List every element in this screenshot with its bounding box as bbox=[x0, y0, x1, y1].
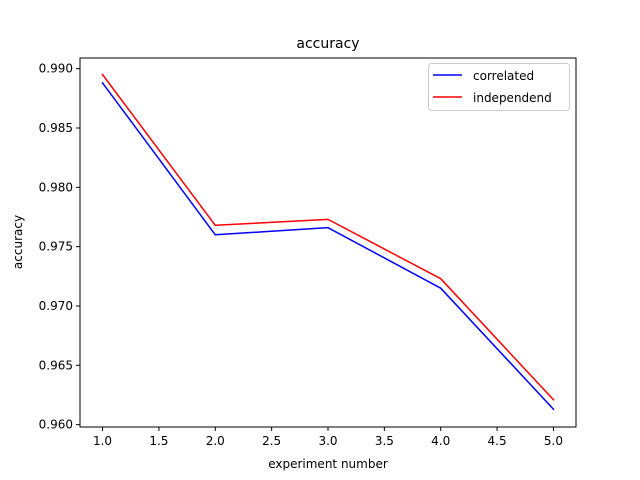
y-tick-label: 0.970 bbox=[39, 299, 73, 313]
y-tick-label: 0.960 bbox=[39, 418, 73, 432]
x-tick-label: 1.5 bbox=[149, 434, 168, 448]
y-axis-label: accuracy bbox=[11, 215, 25, 269]
data-point-independend-1 bbox=[101, 73, 104, 76]
x-tick-label: 5.0 bbox=[544, 434, 563, 448]
data-point-independend-5 bbox=[552, 398, 555, 401]
chart-title: accuracy bbox=[296, 36, 359, 52]
x-tick-label: 2.5 bbox=[262, 434, 281, 448]
x-axis: 1.0 1.5 2.0 2.5 3.0 3.5 4.0 4.5 5.0 bbox=[93, 427, 563, 448]
x-tick-label: 2.0 bbox=[206, 434, 225, 448]
data-point-correlated-5 bbox=[552, 408, 555, 410]
legend-label-independend: independend bbox=[473, 91, 552, 105]
x-tick-label: 3.5 bbox=[375, 434, 394, 448]
x-tick-label: 4.0 bbox=[431, 434, 450, 448]
data-point-correlated-4 bbox=[439, 287, 442, 289]
data-point-independend-3 bbox=[327, 218, 329, 221]
y-tick-label: 0.985 bbox=[39, 121, 73, 135]
data-point-independend-4 bbox=[439, 277, 442, 280]
y-tick-label: 0.990 bbox=[39, 62, 73, 76]
x-tick-label: 4.5 bbox=[488, 434, 507, 448]
data-point-independend-2 bbox=[214, 224, 217, 227]
legend-box bbox=[428, 63, 570, 111]
legend: correlated independend bbox=[428, 63, 570, 111]
legend-label-correlated: correlated bbox=[473, 69, 534, 83]
x-axis-label: experiment number bbox=[268, 457, 388, 471]
y-tick-label: 0.975 bbox=[39, 240, 73, 254]
data-point-correlated-1 bbox=[101, 82, 104, 84]
y-tick-label: 0.980 bbox=[39, 180, 73, 194]
data-point-correlated-3 bbox=[327, 226, 329, 229]
x-tick-label: 1.0 bbox=[93, 434, 112, 448]
series-layer bbox=[101, 73, 555, 411]
data-point-correlated-2 bbox=[214, 234, 217, 236]
y-tick-label: 0.965 bbox=[39, 358, 73, 372]
y-axis: 0.960 0.965 0.970 0.975 0.980 0.985 0.990 bbox=[39, 62, 80, 432]
x-tick-label: 3.0 bbox=[318, 434, 337, 448]
